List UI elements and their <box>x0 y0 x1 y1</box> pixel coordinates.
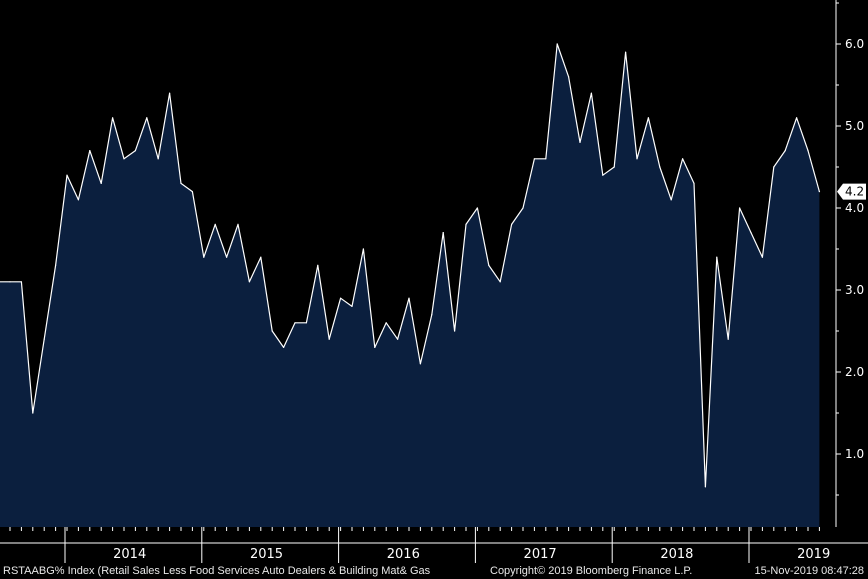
data-point <box>636 158 638 160</box>
last-value-tag <box>837 183 866 200</box>
data-point <box>271 330 273 332</box>
year-label: 2017 <box>524 547 557 562</box>
data-point <box>226 256 228 258</box>
data-point <box>442 232 444 234</box>
data-point <box>488 264 490 266</box>
data-point <box>89 150 91 152</box>
data-point <box>191 191 193 193</box>
chart-footer: RSTAABG% Index (Retail Sales Less Food S… <box>0 563 868 579</box>
data-point <box>670 199 672 201</box>
data-point <box>112 117 114 119</box>
data-point <box>773 166 775 168</box>
data-point <box>682 158 684 160</box>
data-point <box>305 322 307 324</box>
y-tick-label: 5.0 <box>845 119 864 133</box>
year-label: 2019 <box>797 547 830 562</box>
data-point <box>807 150 809 152</box>
ticker-description: RSTAABG% Index (Retail Sales Less Food S… <box>3 565 431 577</box>
data-point <box>100 182 102 184</box>
area-layer <box>0 43 821 527</box>
data-point <box>454 330 456 332</box>
y-tick-label: 2.0 <box>845 365 864 379</box>
data-point <box>408 297 410 299</box>
year-label: 2018 <box>660 547 693 562</box>
x-axis-band <box>0 527 868 563</box>
data-point <box>43 338 45 340</box>
data-point <box>237 223 239 225</box>
data-point <box>134 150 136 152</box>
data-point <box>579 141 581 143</box>
data-point <box>294 322 296 324</box>
data-point <box>545 158 547 160</box>
data-point <box>647 117 650 119</box>
data-point <box>351 305 353 307</box>
data-point <box>328 338 330 340</box>
data-point <box>66 174 68 176</box>
data-point <box>248 281 250 283</box>
data-point <box>169 92 171 94</box>
data-point <box>784 150 786 152</box>
data-point <box>32 412 34 414</box>
data-point <box>750 232 752 234</box>
year-label: 2014 <box>113 547 146 562</box>
data-point <box>260 256 262 258</box>
data-point <box>20 281 22 283</box>
data-point <box>397 338 399 340</box>
y-tick-label: 3.0 <box>845 283 864 297</box>
data-point <box>362 248 364 250</box>
data-point <box>431 314 433 316</box>
data-point <box>123 158 125 160</box>
copyright-text: Copyright© 2019 Bloomberg Finance L.P. <box>490 565 693 577</box>
data-point <box>796 117 798 119</box>
data-point <box>465 223 467 225</box>
y-tick-label: 1.0 <box>845 447 864 461</box>
data-point <box>568 76 570 78</box>
data-point <box>476 207 478 209</box>
data-point <box>704 486 707 488</box>
data-point <box>522 207 524 209</box>
data-point <box>739 207 741 209</box>
data-point <box>9 281 11 283</box>
data-point <box>613 166 615 168</box>
data-point <box>283 346 285 348</box>
data-point <box>385 322 387 324</box>
data-point <box>499 281 501 283</box>
data-point <box>317 264 319 266</box>
data-point <box>625 51 627 53</box>
year-label: 2015 <box>250 547 283 562</box>
data-point <box>180 182 182 184</box>
data-point <box>419 363 421 365</box>
data-point <box>340 297 342 299</box>
data-point <box>533 158 536 160</box>
data-point <box>55 264 57 266</box>
data-point <box>761 256 764 258</box>
data-point <box>146 117 148 119</box>
timestamp-text: 15-Nov-2019 08:47:28 <box>754 565 864 577</box>
data-point <box>203 256 205 258</box>
y-axis: 1.0 2.0 3.0 4.0 5.0 6.0 <box>835 0 864 543</box>
data-point <box>659 166 661 168</box>
data-point <box>556 43 558 45</box>
data-point <box>214 223 216 225</box>
x-axis: 2014 2015 2016 2017 2018 2019 <box>0 527 868 563</box>
data-point <box>693 182 695 184</box>
data-point <box>602 174 604 176</box>
data-point <box>374 346 376 348</box>
data-point <box>818 191 821 193</box>
y-tick-label: 6.0 <box>845 37 864 51</box>
data-point <box>511 223 513 225</box>
last-value-label: 4.2 <box>845 185 864 199</box>
data-point <box>727 338 729 340</box>
data-point <box>716 256 718 258</box>
y-tick-label: 4.0 <box>845 201 864 215</box>
last-value-layer: 4.2 <box>837 183 866 200</box>
data-point <box>77 199 79 201</box>
data-point <box>590 92 593 94</box>
data-point <box>157 158 159 160</box>
year-label: 2016 <box>387 547 420 562</box>
